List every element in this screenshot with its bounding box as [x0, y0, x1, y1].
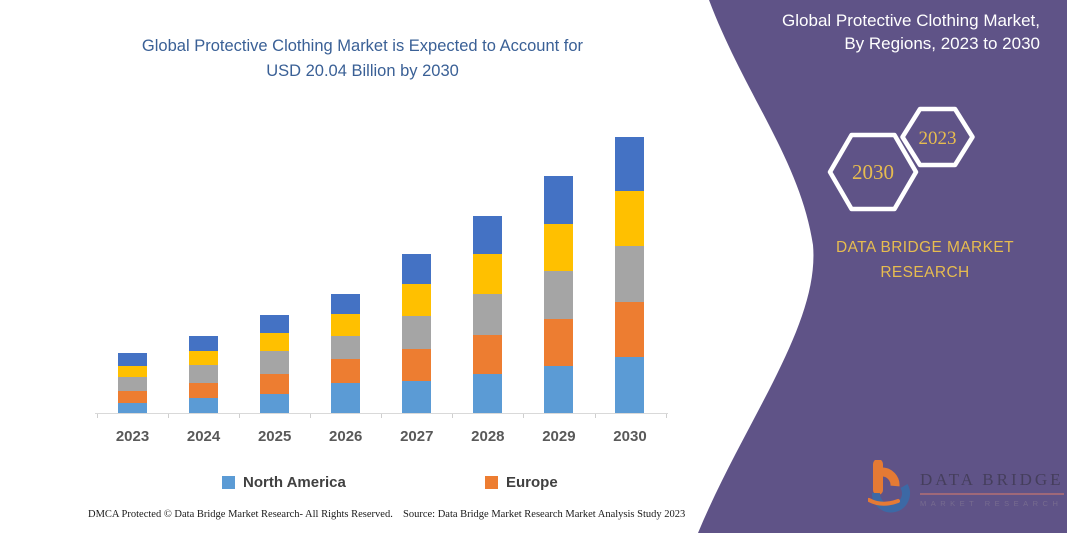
- bar-2023-segment-unlabeled-blue: [118, 353, 147, 367]
- bar-2023: [118, 353, 147, 413]
- bar-2030-segment-unlabeled-gray: [615, 246, 645, 303]
- bar-2029-segment-unlabeled-gray: [544, 271, 574, 319]
- hexagon-2023: [900, 106, 975, 168]
- x-axis-line: [95, 413, 668, 414]
- year-hexagons: 2030 2023: [827, 106, 975, 212]
- bar-2028-segment-unlabeled-gray: [473, 293, 503, 335]
- panel-title-line1: Global Protective Clothing Market,: [782, 11, 1040, 30]
- source-notice: Source: Data Bridge Market Research Mark…: [403, 509, 686, 520]
- bar-2028-segment-europe: [473, 334, 503, 374]
- legend-item-north-america: North America: [222, 474, 346, 491]
- dmca-notice: DMCA Protected © Data Bridge Market Rese…: [88, 509, 393, 520]
- bar-2023-segment-unlabeled-gray: [118, 376, 147, 392]
- x-axis-labels: 2023 2024 2025 2026 2027 2028 2029 2030: [95, 428, 668, 450]
- x-axis-tick: [168, 414, 170, 418]
- legend-item-europe: Europe: [485, 474, 558, 491]
- bar-2026-segment-unlabeled-gray: [331, 335, 361, 359]
- legend-swatch-north-america: [222, 476, 235, 489]
- bar-2025-segment-north-america: [260, 393, 290, 413]
- bar-2029-segment-europe: [544, 318, 574, 366]
- x-axis-label-2025: 2025: [257, 428, 292, 445]
- bar-2025-segment-unlabeled-gray: [260, 351, 290, 374]
- bar-2026-segment-europe: [331, 358, 361, 383]
- chart-title-line2: USD 20.04 Billion by 2030: [266, 61, 459, 80]
- bar-2027-segment-unlabeled-gray: [402, 316, 432, 349]
- dbmr-logo: DATA BRIDGE MARKET RESEARCH: [868, 460, 1064, 516]
- chart-title-line1: Global Protective Clothing Market is Exp…: [141, 37, 584, 55]
- bar-2028-segment-unlabeled-blue: [473, 215, 503, 254]
- bar-2023-segment-europe: [118, 391, 147, 403]
- x-axis-label-2024: 2024: [186, 428, 221, 445]
- x-axis-label-2030: 2030: [613, 428, 647, 445]
- x-axis-label-2028: 2028: [471, 428, 505, 445]
- x-axis-tick: [452, 414, 454, 418]
- x-axis-tick: [381, 414, 383, 418]
- bar-2024-segment-unlabeled-blue: [189, 335, 219, 352]
- bar-2030-segment-europe: [615, 302, 645, 358]
- bar-2025-segment-unlabeled-blue: [260, 314, 290, 334]
- bar-2027-segment-unlabeled-yellow: [402, 284, 432, 317]
- bar-2026-segment-unlabeled-blue: [331, 294, 361, 315]
- x-axis-tick: [310, 414, 312, 418]
- brand-name: DATA BRIDGE MARKET RESEARCH: [800, 236, 1050, 286]
- bar-2024: [189, 335, 219, 413]
- chart-title: Global Protective Clothing Market is Exp…: [80, 34, 645, 84]
- x-axis-tick: [665, 414, 667, 418]
- bar-2025-segment-europe: [260, 373, 290, 394]
- logo-tagline: MARKET RESEARCH: [920, 499, 1063, 508]
- brand-line1: DATA BRIDGE MARKET: [835, 239, 1014, 256]
- bar-2029-segment-north-america: [544, 365, 574, 413]
- hexagon-2023-label: 2023: [919, 128, 957, 149]
- bar-2026-segment-north-america: [331, 382, 361, 413]
- bar-2024-segment-north-america: [189, 398, 219, 413]
- bar-2030: [615, 136, 645, 413]
- bar-2027: [402, 254, 432, 413]
- bar-2028: [473, 215, 503, 413]
- bar-2026: [331, 294, 361, 413]
- legend-label-europe: Europe: [506, 474, 558, 491]
- bar-2029-segment-unlabeled-yellow: [544, 224, 574, 272]
- panel-title-line2: By Regions, 2023 to 2030: [844, 33, 1040, 53]
- panel-title: Global Protective Clothing Market, By Re…: [700, 10, 1040, 56]
- bar-2029-segment-unlabeled-blue: [544, 175, 574, 225]
- bar-2023-segment-north-america: [118, 402, 147, 413]
- plot-area: [95, 129, 668, 418]
- x-axis-tick: [239, 414, 241, 418]
- bar-2024-segment-unlabeled-gray: [189, 365, 219, 383]
- legend-swatch-europe: [485, 476, 498, 489]
- x-axis-tick: [594, 414, 596, 418]
- bar-2024-segment-unlabeled-yellow: [189, 351, 219, 366]
- x-axis-tick: [97, 414, 98, 418]
- bar-2025: [260, 314, 290, 413]
- bar-2027-segment-unlabeled-blue: [402, 254, 432, 285]
- x-axis-label-2027: 2027: [400, 428, 434, 445]
- bar-2030-segment-unlabeled-yellow: [615, 191, 645, 247]
- bar-2027-segment-north-america: [402, 381, 432, 413]
- bar-2026-segment-unlabeled-yellow: [331, 314, 361, 336]
- brand-line2: RESEARCH: [880, 263, 970, 281]
- bar-2030-segment-unlabeled-blue: [615, 136, 645, 192]
- hexagon-2030: [827, 132, 919, 212]
- dbmr-logo-icon: [868, 460, 910, 513]
- bar-2027-segment-europe: [402, 348, 432, 382]
- bar-2028-segment-unlabeled-yellow: [473, 253, 503, 294]
- x-axis-label-2023: 2023: [115, 428, 150, 445]
- x-axis-label-2029: 2029: [542, 428, 576, 445]
- legend-label-north-america: North America: [243, 474, 346, 491]
- hexagon-2030-label: 2030: [852, 160, 894, 184]
- logo-wordmark: DATA BRIDGE: [920, 470, 1064, 495]
- bar-2028-segment-north-america: [473, 373, 503, 413]
- bar-2025-segment-unlabeled-yellow: [260, 333, 290, 352]
- bar-2030-segment-north-america: [615, 357, 645, 413]
- bar-2023-segment-unlabeled-yellow: [118, 366, 147, 377]
- x-axis-label-2026: 2026: [329, 428, 363, 445]
- x-axis-tick: [523, 414, 525, 418]
- bar-2029: [544, 175, 574, 413]
- bar-2024-segment-europe: [189, 383, 219, 398]
